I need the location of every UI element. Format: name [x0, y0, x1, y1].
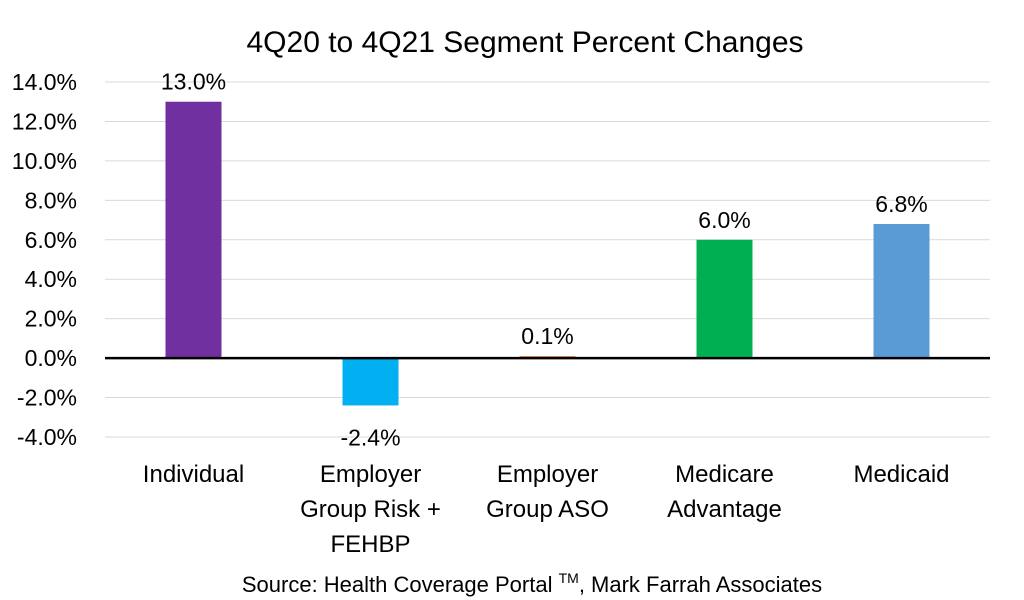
- category-label: Employer Group Risk + FEHBP: [300, 461, 441, 558]
- source-prefix: Source: Health Coverage Portal: [242, 572, 559, 597]
- y-tick-label: 10.0%: [12, 148, 77, 174]
- y-tick-label: -4.0%: [17, 424, 77, 450]
- y-tick-label: 8.0%: [25, 187, 77, 213]
- bar: [165, 101, 222, 359]
- y-tick-label: 2.0%: [25, 306, 77, 332]
- category-label-line: Employer: [320, 461, 421, 488]
- y-tick-label: 14.0%: [12, 69, 77, 95]
- source-note: Source: Health Coverage Portal TM, Mark …: [242, 570, 822, 597]
- chart-title: 4Q20 to 4Q21 Segment Percent Changes: [246, 26, 803, 59]
- source-suffix: , Mark Farrah Associates: [579, 572, 822, 597]
- source-trademark: TM: [559, 570, 579, 586]
- data-labels: 13.0% -2.4% 0.1% 6.0% 6.8%: [161, 69, 928, 451]
- category-label: Employer Group ASO: [486, 461, 609, 523]
- category-label-line: Group ASO: [486, 496, 609, 523]
- category-label-line: Employer: [497, 461, 598, 488]
- bars: [165, 101, 930, 406]
- category-label-line: Group Risk +: [300, 496, 441, 523]
- category-label: Individual: [143, 461, 244, 488]
- data-label: 6.0%: [698, 207, 750, 233]
- category-label-line: FEHBP: [330, 531, 410, 558]
- bar: [342, 358, 399, 406]
- category-label: Medicare Advantage: [667, 461, 782, 523]
- category-label-line: Individual: [143, 461, 244, 488]
- y-tick-label: 12.0%: [12, 108, 77, 134]
- data-label: 13.0%: [161, 69, 226, 95]
- data-label: -2.4%: [340, 424, 400, 450]
- category-label-line: Medicaid: [853, 461, 949, 488]
- data-label: 0.1%: [521, 323, 573, 349]
- y-tick-label: 0.0%: [25, 345, 77, 371]
- category-label-line: Medicare: [675, 461, 774, 488]
- y-tick-label: -2.0%: [17, 385, 77, 411]
- category-label: Medicaid: [853, 461, 949, 488]
- bar: [873, 224, 930, 359]
- category-label-line: Advantage: [667, 496, 782, 523]
- data-label: 6.8%: [875, 191, 927, 217]
- gridlines: [105, 81, 990, 438]
- y-tick-label: 6.0%: [25, 227, 77, 253]
- category-labels: Individual Employer Group Risk + FEHBPEmplo…: [143, 461, 950, 558]
- bar: [696, 239, 753, 359]
- y-axis-ticks: 14.0% 12.0% 10.0% 8.0% 6.0% 4.0% 2.0% 0.0% -2.0%…: [12, 69, 77, 450]
- y-tick-label: 4.0%: [25, 266, 77, 292]
